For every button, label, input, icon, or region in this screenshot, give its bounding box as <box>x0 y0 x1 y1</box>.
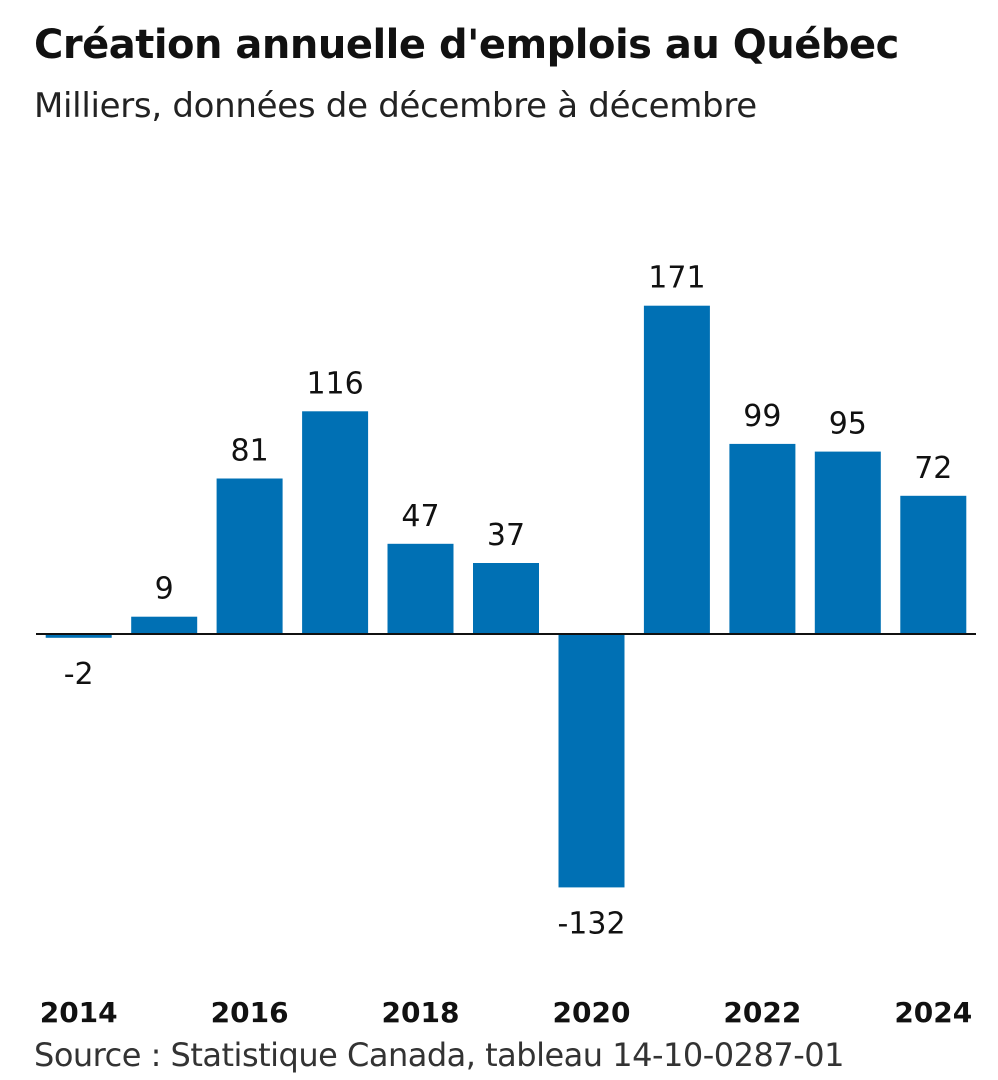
x-tick-label-2016: 2016 <box>211 996 289 1029</box>
bar-2017 <box>302 411 369 634</box>
source-note: Source : Statistique Canada, tableau 14-… <box>34 1036 844 1074</box>
value-label-2021: 171 <box>648 261 705 296</box>
value-label-2016: 81 <box>231 434 269 469</box>
value-label-2014: -2 <box>64 657 94 692</box>
value-label-2024: 72 <box>914 451 952 486</box>
value-label-2022: 99 <box>743 399 781 434</box>
bar-2019 <box>473 563 539 634</box>
chart-subtitle: Milliers, données de décembre à décembre <box>34 86 757 126</box>
bar-2024 <box>900 495 967 634</box>
bars-layer <box>45 305 967 888</box>
year-labels-layer: 2014 2016 2018 2020 2022 2024 <box>40 996 973 1029</box>
x-tick-label-2020: 2020 <box>553 996 631 1029</box>
bar-2018 <box>387 543 454 634</box>
value-label-2015: 9 <box>155 572 174 607</box>
value-label-2019: 37 <box>487 518 525 553</box>
chart-title: Création annuelle d'emplois au Québec <box>34 22 899 68</box>
value-labels-layer: -2 9 81 116 47 37 -132 171 99 95 72 <box>64 261 953 942</box>
value-label-2018: 47 <box>401 499 439 534</box>
bar-2020 <box>558 634 625 888</box>
x-tick-label-2024: 2024 <box>894 996 972 1029</box>
bar-2015 <box>131 616 198 634</box>
value-label-2017: 116 <box>306 366 363 401</box>
value-label-2023: 95 <box>829 407 867 442</box>
bar-2014 <box>45 634 112 638</box>
x-tick-label-2014: 2014 <box>40 996 118 1029</box>
bar-2016 <box>216 478 283 634</box>
bar-2023 <box>814 451 881 634</box>
x-tick-label-2018: 2018 <box>382 996 460 1029</box>
value-label-2020: -132 <box>557 906 625 941</box>
x-tick-label-2022: 2022 <box>723 996 801 1029</box>
bar-2022 <box>729 443 796 634</box>
bar-2021 <box>643 305 710 634</box>
